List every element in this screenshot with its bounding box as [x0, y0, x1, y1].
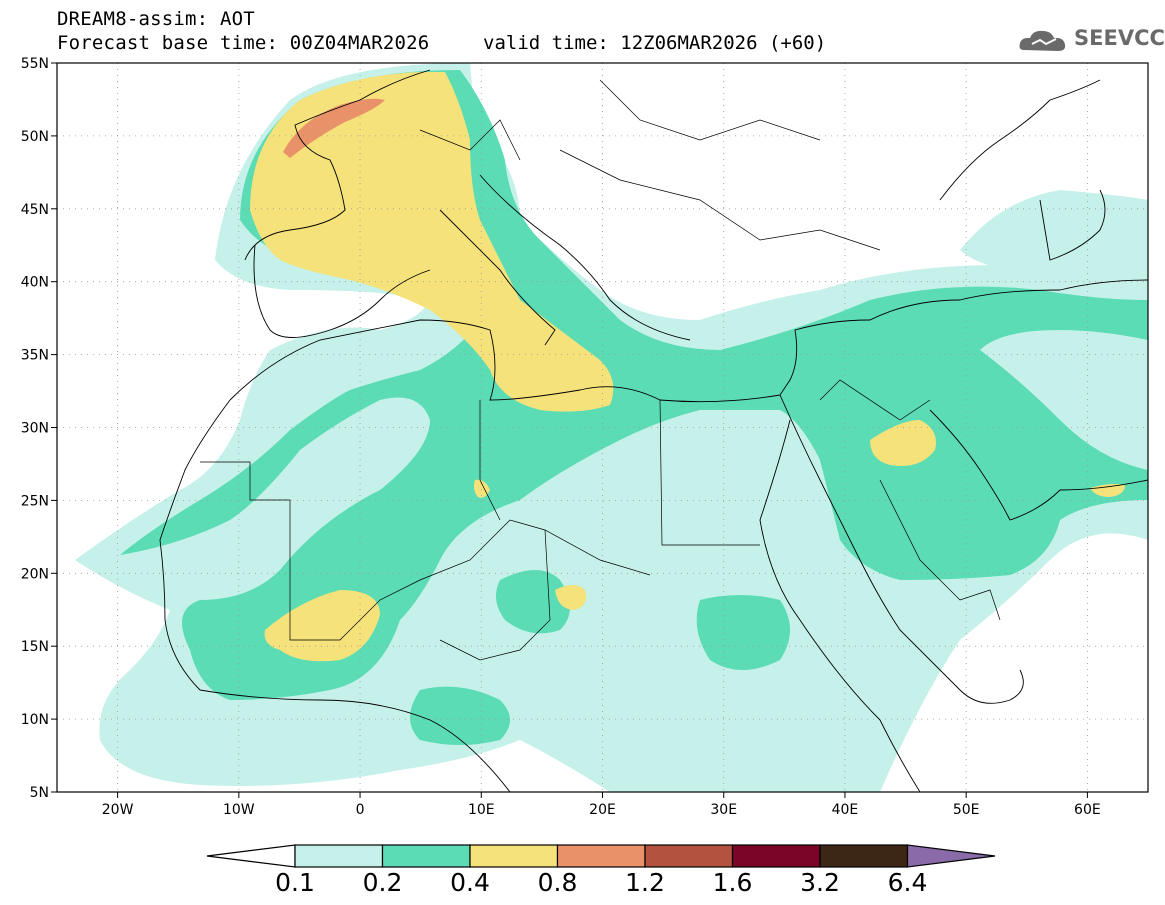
- logo-text: SEEVCCC: [1074, 26, 1165, 50]
- cloud-icon: [1019, 30, 1066, 51]
- colorbar-label: 0.8: [537, 868, 578, 897]
- valid-time: valid time: 12Z06MAR2026 (+60): [483, 32, 827, 54]
- x-tick-label: 50E: [953, 802, 980, 818]
- colorbar-label: 6.4: [887, 868, 928, 897]
- colorbar-segment: [469, 844, 559, 868]
- colorbar-label: 0.1: [275, 868, 315, 897]
- chart-title: DREAM8-assim: AOT: [57, 8, 255, 30]
- colorbar-segment: [644, 844, 734, 868]
- x-tick-label: 0: [356, 802, 365, 818]
- y-tick-label: 30N: [21, 421, 49, 437]
- y-tick-label: 10N: [21, 712, 49, 728]
- aot-field: [75, 63, 1148, 792]
- x-tick-label: 30E: [710, 802, 737, 818]
- aot-level-0.8: [283, 98, 385, 158]
- y-tick-label: 45N: [21, 202, 49, 218]
- y-tick-label: 40N: [21, 275, 49, 291]
- colorbar-label: 0.4: [450, 868, 490, 897]
- y-tick-label: 25N: [21, 493, 49, 509]
- y-tick-label: 5N: [30, 785, 49, 801]
- country-borders: [200, 79, 1001, 661]
- y-tick-label: 35N: [21, 348, 49, 364]
- colorbar-segment: [731, 844, 821, 868]
- x-tick-label: 10W: [223, 802, 255, 818]
- colorbar-segment: [381, 844, 471, 868]
- colorbar-over-arrow: [906, 844, 996, 868]
- colorbar-label: 1.6: [712, 868, 753, 897]
- forecast-base-time: Forecast base time: 00Z04MAR2026: [57, 32, 430, 54]
- x-tick-label: 40E: [832, 802, 859, 818]
- colorbar-segment: [294, 844, 384, 868]
- y-tick-label: 20N: [21, 566, 49, 582]
- y-axis: 55N 50N 45N 40N 35N 30N 25N 20N 15N 10N 5N: [21, 56, 57, 801]
- colorbar-under-arrow: [206, 844, 296, 868]
- colorbar-label: 3.2: [800, 868, 840, 897]
- colorbar-segment: [819, 844, 909, 868]
- x-tick-label: 60E: [1074, 802, 1101, 818]
- x-tick-label: 20E: [589, 802, 616, 818]
- aot-level-0.4: [250, 72, 1125, 662]
- x-tick-label: 20W: [102, 802, 134, 818]
- y-tick-label: 55N: [21, 56, 49, 72]
- x-axis: 20W 10W 0 10E 20E 30E 40E 50E 60E: [102, 792, 1101, 818]
- seevccc-logo: [1019, 30, 1066, 51]
- y-tick-label: 15N: [21, 639, 49, 655]
- colorbar-label: 1.2: [625, 868, 665, 897]
- colorbar-label: 0.2: [362, 868, 403, 897]
- x-tick-label: 10E: [468, 802, 495, 818]
- colorbar-segment: [556, 844, 646, 868]
- y-tick-label: 50N: [21, 129, 49, 145]
- colorbar: [206, 844, 996, 868]
